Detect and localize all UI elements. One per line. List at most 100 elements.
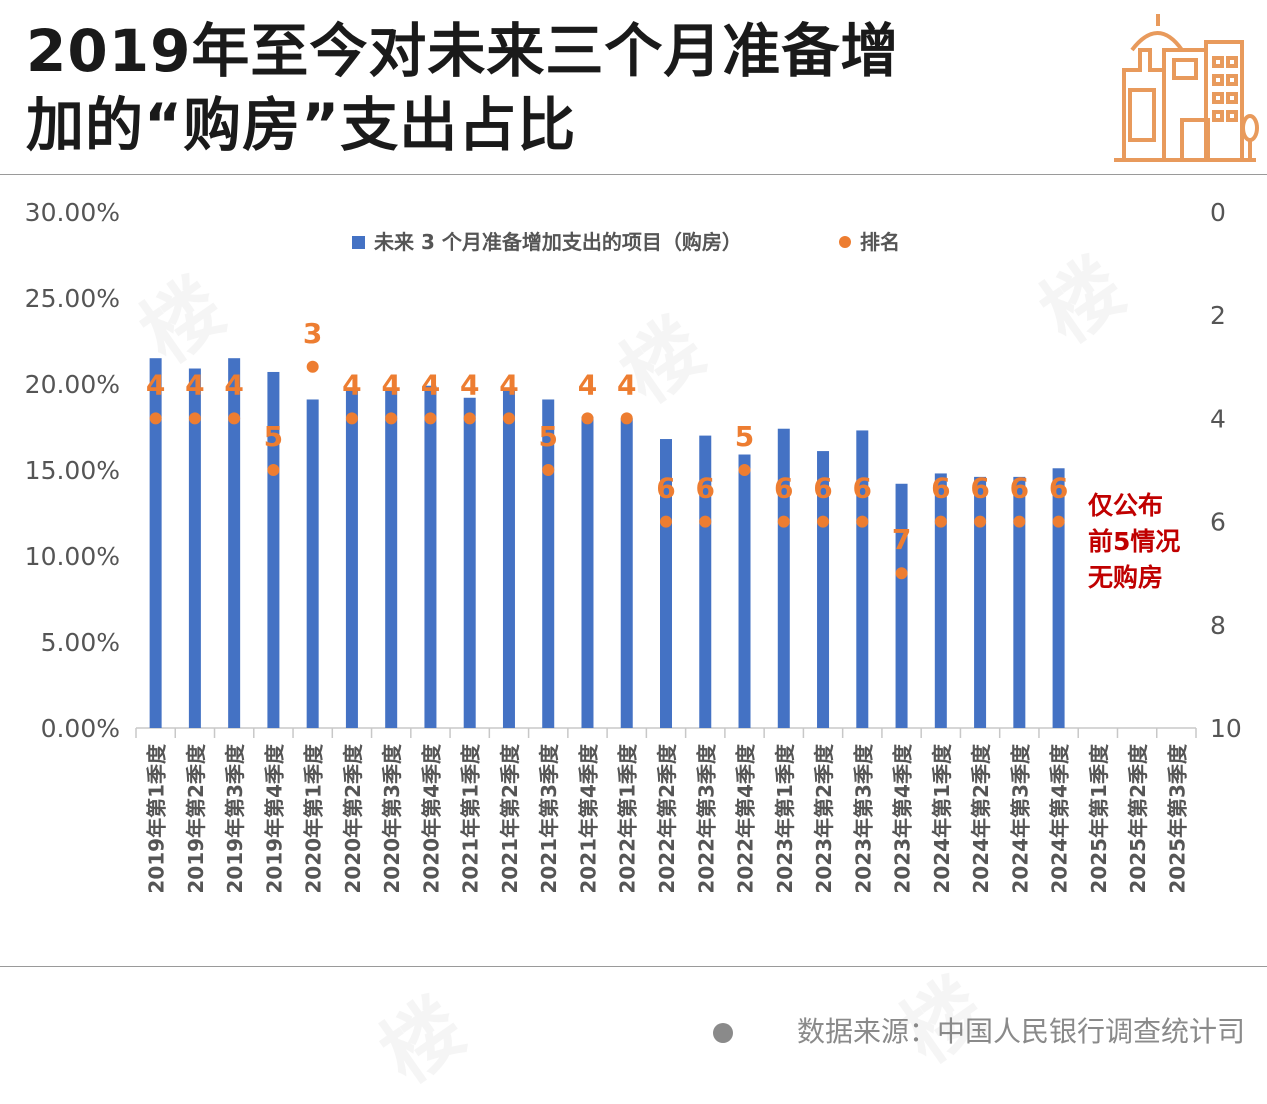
rank-point (463, 412, 476, 425)
y-left-tick-label: 25.00% (25, 284, 120, 313)
x-tick-label: 2019年第1季度 (145, 743, 169, 894)
rank-data-label: 5 (264, 420, 283, 453)
rank-data-label: 4 (342, 368, 361, 401)
y-left-tick-label: 0.00% (41, 714, 120, 743)
x-tick-label: 2025年第3季度 (1165, 743, 1189, 894)
rank-point (699, 515, 712, 528)
rank-data-label: 6 (970, 472, 989, 505)
rank-data-label: 4 (421, 368, 440, 401)
source-text: 数据来源：中国人民银行调查统计司 (796, 1015, 1245, 1048)
rank-data-label: 6 (853, 472, 872, 505)
y-right-tick-label: 4 (1210, 404, 1226, 433)
rank-data-label: 4 (578, 368, 597, 401)
title-divider (0, 174, 1267, 175)
bar (306, 399, 319, 728)
x-tick-label: 2024年第3季度 (1008, 743, 1032, 894)
bar (228, 358, 241, 728)
rank-point (777, 515, 790, 528)
rank-data-label: 4 (460, 368, 479, 401)
rank-point (974, 515, 987, 528)
rank-point (817, 515, 830, 528)
x-tick-label: 2020年第3季度 (380, 743, 404, 894)
x-tick-label: 2024年第1季度 (930, 743, 954, 894)
rank-point (188, 412, 201, 425)
annotation-line: 仅公布 (1088, 491, 1163, 520)
x-tick-label: 2025年第1季度 (1087, 743, 1111, 894)
rank-point (1052, 515, 1065, 528)
x-tick-label: 2024年第2季度 (969, 743, 993, 894)
y-left-tick-label: 5.00% (41, 628, 120, 657)
x-tick-label: 2023年第2季度 (812, 743, 836, 894)
y-right-tick-label: 0 (1210, 198, 1226, 227)
bar (738, 454, 751, 728)
rank-data-label: 6 (774, 472, 793, 505)
y-left-tick-label: 10.00% (25, 542, 120, 571)
bar (660, 439, 672, 728)
x-tick-label: 2022年第1季度 (616, 743, 640, 894)
rank-point (385, 412, 398, 425)
x-tick-label: 2020年第2季度 (341, 743, 365, 894)
rank-point (895, 567, 908, 580)
bar (1052, 468, 1065, 728)
legend-rank-label: 排名 (860, 230, 900, 254)
rank-point (502, 412, 515, 425)
rank-data-label: 4 (499, 368, 518, 401)
source-note: 数据来源：中国人民银行调查统计司 (712, 1010, 1245, 1050)
rank-point (542, 464, 555, 476)
x-tick-label: 2019年第2季度 (184, 743, 208, 894)
rank-data-label: 6 (1010, 472, 1029, 505)
rank-data-label: 4 (617, 368, 636, 401)
rank-data-label: 6 (1049, 472, 1068, 505)
rank-point (267, 464, 280, 476)
y-right-tick-label: 2 (1210, 301, 1226, 330)
rank-point (228, 412, 241, 425)
rank-point (660, 515, 672, 528)
watermark-4: 楼 (365, 982, 481, 1101)
bar (581, 416, 594, 728)
rank-data-label: 4 (185, 368, 204, 401)
bar (620, 418, 633, 728)
title-line-1: 2019年至今对未来三个月准备增 (26, 17, 900, 85)
rank-point (306, 360, 319, 373)
rank-point (1013, 515, 1026, 528)
x-tick-label: 2022年第3季度 (694, 743, 718, 894)
rank-point (149, 412, 162, 425)
x-tick-label: 2019年第3季度 (223, 743, 247, 894)
rank-point (934, 515, 947, 528)
bar (385, 387, 398, 728)
title-line-2: 加的“购房”支出占比 (26, 91, 577, 159)
rank-data-label: 6 (696, 472, 715, 505)
bar (267, 371, 280, 728)
chart: 0.00% 5.00% 10.00% 15.00% 20.00% 25.00% 30.00%… (25, 198, 1242, 894)
bullet-icon (712, 1023, 733, 1043)
rank-point (345, 412, 358, 425)
bar (502, 387, 515, 728)
bar (345, 387, 358, 728)
x-tick-label: 2023年第4季度 (891, 743, 915, 894)
bar (149, 358, 162, 728)
bar (542, 399, 555, 728)
x-tick-label: 2021年第1季度 (459, 743, 483, 894)
rank-data-label: 7 (892, 523, 911, 556)
bar (424, 385, 437, 728)
bar (856, 430, 869, 728)
rank-data-label: 6 (656, 472, 675, 505)
y-right-tick-label: 8 (1210, 611, 1226, 640)
rank-data-label: 4 (224, 368, 243, 401)
x-tick-label: 2019年第4季度 (262, 743, 286, 894)
x-tick-label: 2023年第1季度 (773, 743, 797, 894)
footer-divider (0, 966, 1267, 967)
page-title: 2019年至今对未来三个月准备增 加的“购房”支出占比 (26, 14, 899, 162)
annotation-line: 前5情况 (1088, 527, 1180, 556)
x-tick-label: 2021年第2季度 (498, 743, 522, 894)
y-left-tick-label: 15.00% (25, 456, 120, 485)
bar (777, 428, 790, 728)
annotation-line: 无购房 (1088, 563, 1163, 592)
rank-data-label: 3 (303, 317, 322, 350)
y-right-tick-label: 10 (1210, 714, 1242, 743)
x-tick-label: 2020年第4季度 (419, 743, 443, 894)
y-right-tick-label: 6 (1210, 508, 1226, 537)
rank-data-label: 4 (381, 368, 400, 401)
rank-data-label: 6 (813, 472, 832, 505)
building-icon (1114, 14, 1259, 162)
